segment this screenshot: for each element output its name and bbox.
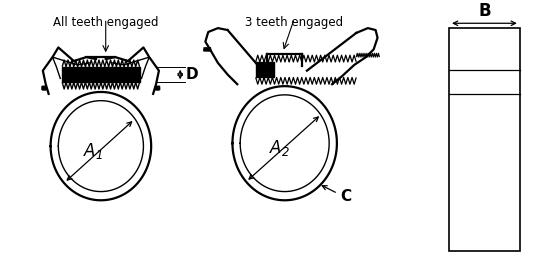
- Text: $\mathregular{A_1}$: $\mathregular{A_1}$: [83, 141, 103, 161]
- Bar: [449, 28, 520, 251]
- Polygon shape: [62, 67, 140, 82]
- Text: $\mathregular{A_2}$: $\mathregular{A_2}$: [270, 138, 290, 158]
- Text: D: D: [186, 67, 199, 82]
- Text: B: B: [478, 2, 491, 20]
- Polygon shape: [256, 62, 274, 77]
- Text: 3 teeth engaged: 3 teeth engaged: [245, 16, 343, 28]
- Text: All teeth engaged: All teeth engaged: [53, 16, 158, 28]
- Text: C: C: [340, 189, 351, 204]
